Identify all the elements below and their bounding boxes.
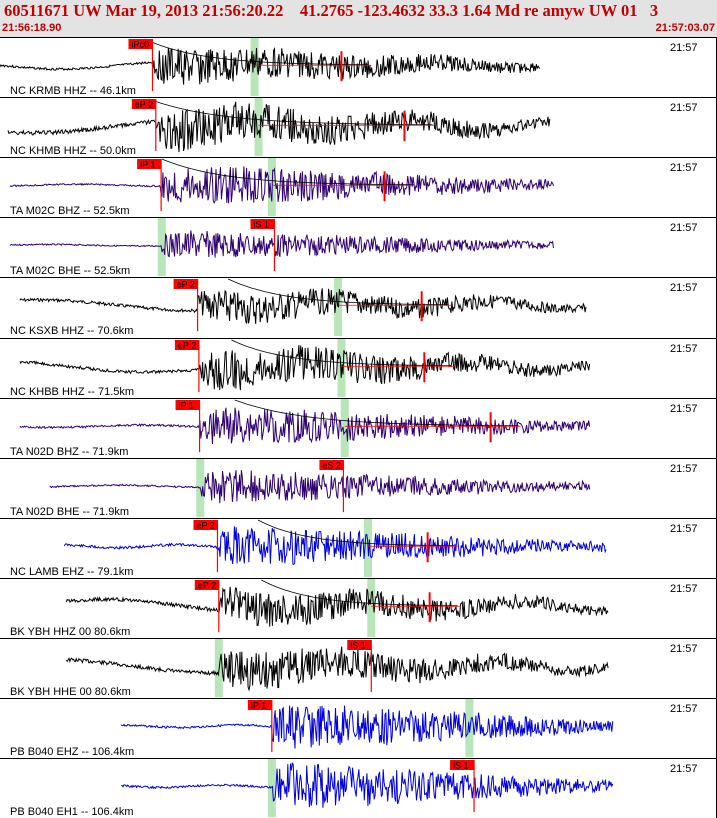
waveform [19,407,591,445]
pick-flag [250,219,275,229]
pick-flag [128,39,153,49]
pick-label: iP 1 [251,701,266,711]
trace-row: eP 2 21:57 NC KHMB HHZ -- 50.0km [0,97,717,157]
trace-row: iP 1 21:57 TA N02D BHZ -- 71.9km [0,398,717,458]
pick-flag [450,760,475,770]
coda-curve [261,579,458,607]
time-tick-label: 21:57 [670,102,698,114]
pick-label: eP 2 [177,280,195,290]
pick-flag [175,400,200,410]
waveform [7,101,551,153]
seismogram-traces: iPc0 21:57 NC KRMB HHZ -- 46.1km eP 2 21:57 N… [0,37,717,818]
time-tick-label: 21:57 [670,343,698,355]
waveform [65,586,609,627]
pick-flag [194,580,219,590]
time-tick-label: 21:57 [670,42,698,54]
waveform [19,288,587,324]
pick-flag [137,159,162,169]
phase-window [340,399,349,458]
waveform [63,526,607,565]
station-label: BK YBH HHZ 00 80.6km [10,626,130,638]
pick-label: eP 2 [196,521,214,531]
pick-flag [173,279,198,289]
waveform [19,345,591,391]
pick-flag [193,520,218,530]
time-tick-label: 21:57 [670,162,698,174]
trace-row: eP 2 21:57 BK YBH HHZ 00 80.6km [0,578,717,638]
trace-row: iP 1 21:57 PB B040 EHZ -- 106.4km [0,698,717,758]
coda-curve [144,38,369,66]
event-title: 60511671 UW Mar 19, 2013 21:56:20.22 41.… [4,1,659,20]
pick-flag [247,700,272,710]
station-label: TA N02D BHZ -- 71.9km [10,446,128,458]
waveform [49,470,591,504]
coda-curve [234,399,519,427]
station-label: TA N02D BHE -- 71.9km [10,506,129,518]
phase-window [267,759,276,818]
event-header: 60511671 UW Mar 19, 2013 21:56:20.22 41.… [0,0,717,38]
station-label: PB B040 EHZ -- 106.4km [10,746,134,758]
time-tick-label: 21:57 [670,583,698,595]
waveform [121,705,614,749]
pick-label: eP 2 [178,341,196,351]
pick-label: iS 1 [253,220,269,230]
trace-row: eP 2 21:57 NC KHBB HHZ -- 71.5km [0,338,717,398]
coda-curve [231,339,452,367]
waveform [65,646,609,692]
station-label: PB B040 EH1 -- 106.4km [10,806,134,818]
time-tick-label: 21:57 [670,463,698,475]
pick-label: iP 1 [140,160,155,170]
waveform [0,46,541,85]
time-tick-label: 21:57 [670,703,698,715]
phase-window [254,98,263,157]
station-label: TA M02C BHZ -- 52.5km [10,205,130,217]
time-tick-label: 21:57 [670,222,698,234]
time-tick-label: 21:57 [670,282,698,294]
waveform [9,166,554,204]
pick-label: iP 1 [179,401,194,411]
trace-row: iS 1 21:57 PB B040 EH1 -- 106.4km [0,758,717,818]
pick-label: iS 1 [453,761,469,771]
trace-row: iS 1 21:57 BK YBH HHE 00 80.6km [0,638,717,698]
pick-flag [174,340,199,350]
pick-label: iS 1 [350,641,366,651]
trace-row: eP 2 21:57 NC LAMB EHZ -- 79.1km [0,518,717,578]
pick-label: eS 2 [322,461,341,471]
time-tick-label: 21:57 [670,763,698,775]
window-start-time: 21:56:18.90 [2,22,62,34]
station-label: TA M02C BHE -- 52.5km [10,265,130,277]
station-label: NC LAMB EHZ -- 79.1km [10,566,133,578]
time-tick-label: 21:57 [670,523,698,535]
trace-row: iP 1 21:57 TA M02C BHZ -- 52.5km [0,157,717,217]
pick-label: eP 2 [198,581,216,591]
coda-curve [161,158,414,186]
station-label: NC KHMB HHZ -- 50.0km [10,145,136,157]
station-label: NC KSXB HHZ -- 70.6km [10,325,133,337]
window-end-time: 21:57:03.07 [655,22,715,34]
pick-label: iPc0 [131,40,149,50]
pick-flag [131,99,156,109]
coda-curve [257,519,454,547]
time-tick-label: 21:57 [670,643,698,655]
station-label: NC KRMB HHZ -- 46.1km [10,85,136,97]
waveform [121,762,614,808]
coda-curve [148,98,433,126]
trace-row: iS 1 21:57 TA M02C BHE -- 52.5km [0,217,717,277]
trace-row: eP 2 21:57 NC KSXB HHZ -- 70.6km [0,277,717,337]
pick-flag [319,460,344,470]
pick-label: eP 2 [135,100,153,110]
trace-row: eS 2 21:57 TA N02D BHE -- 71.9km [0,458,717,518]
trace-row: iPc0 21:57 NC KRMB HHZ -- 46.1km [0,37,717,97]
coda-curve [227,278,449,306]
time-tick-label: 21:57 [670,403,698,415]
station-label: BK YBH HHE 00 80.6km [10,686,131,698]
waveform [9,230,554,258]
pick-flag [347,640,372,650]
station-label: NC KHBB HHZ -- 71.5km [10,386,134,398]
phase-window [367,579,376,638]
